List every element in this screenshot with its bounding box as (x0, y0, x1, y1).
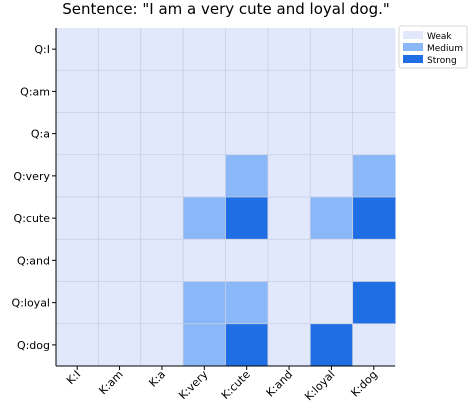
heatmap-cell (225, 197, 269, 240)
heatmap-cells (56, 28, 396, 367)
heatmap-cell (267, 239, 311, 282)
y-tick-label: Q:loyal (12, 297, 50, 310)
x-tick-label: K:loyal (302, 368, 337, 403)
heatmap-cell (98, 239, 142, 282)
heatmap-cell (140, 154, 184, 198)
heatmap-cell (183, 323, 226, 367)
axes (55, 28, 395, 367)
heatmap-cell (352, 281, 396, 325)
heatmap-cell (98, 197, 142, 240)
heatmap-cell (98, 28, 142, 71)
heatmap-cell (267, 281, 311, 325)
heatmap-cell (183, 154, 226, 198)
heatmap-cell (225, 112, 269, 156)
x-tick-labels: K:I K:am K:a K:very K:cute K:and K:loyal K:dog (64, 366, 380, 403)
heatmap-cell (310, 323, 354, 367)
heatmap-cell (140, 197, 184, 240)
heatmap-cell (267, 154, 311, 198)
legend-swatch (403, 43, 423, 51)
heatmap-cell (310, 281, 354, 325)
x-tick-label: K:cute (219, 368, 253, 402)
heatmap-cell (183, 239, 226, 282)
heatmap-cell (56, 28, 99, 71)
heatmap-cell (98, 112, 142, 156)
heatmap-cell (352, 70, 396, 113)
heatmap-cell (183, 28, 226, 71)
heatmap-cell (140, 112, 184, 156)
heatmap-cell (225, 323, 269, 367)
y-tick-label: Q:cute (14, 212, 51, 225)
x-tick-label: K:a (146, 368, 168, 390)
heatmap-cell (140, 239, 184, 282)
heatmap-cell (267, 28, 311, 71)
heatmap-cell (56, 281, 99, 325)
legend-swatch (403, 31, 423, 39)
heatmap-cell (56, 70, 99, 113)
legend-label: Medium (427, 44, 463, 54)
legend-label: Strong (427, 56, 457, 66)
heatmap-cell (310, 112, 354, 156)
legend-label: Weak (427, 32, 452, 42)
heatmap-cell (56, 239, 99, 282)
heatmap-cell (267, 112, 311, 156)
heatmap-cell (310, 28, 354, 71)
x-tick-label: K:and (264, 368, 296, 400)
heatmap-cell (267, 197, 311, 240)
heatmap-cell (352, 112, 396, 156)
heatmap-cell (183, 281, 226, 325)
y-tick-label: Q:I (34, 43, 50, 56)
chart-title: Sentence: "I am a very cute and loyal do… (62, 0, 390, 18)
heatmap-cell (98, 323, 142, 367)
heatmap-cell (310, 70, 354, 113)
heatmap-cell (98, 154, 142, 198)
x-tick-label: K:I (64, 368, 83, 387)
heatmap-cell (267, 323, 311, 367)
x-tick-label: K:very (176, 368, 210, 402)
y-tick-label: Q:dog (17, 339, 50, 352)
heatmap-cell (310, 197, 354, 240)
x-tick-label: K:am (96, 368, 125, 397)
heatmap-cell (140, 323, 184, 367)
heatmap-cell (56, 197, 99, 240)
heatmap-cell (225, 239, 269, 282)
y-tick-label: Q:am (20, 85, 50, 98)
heatmap-cell (352, 28, 396, 71)
heatmap-cell (352, 197, 396, 240)
heatmap-cell (310, 154, 354, 198)
heatmap-cell (225, 28, 269, 71)
y-tick-label: Q:a (31, 128, 50, 141)
heatmap-cell (267, 70, 311, 113)
heatmap-cell (225, 281, 269, 325)
heatmap-cell (225, 154, 269, 198)
y-tick-label: Q:and (17, 254, 50, 267)
heatmap-cell (140, 281, 184, 325)
heatmap-cell (98, 281, 142, 325)
heatmap-cell (352, 239, 396, 282)
heatmap-cell (225, 70, 269, 113)
heatmap-cell (183, 197, 226, 240)
legend-swatch (403, 55, 423, 63)
heatmap-cell (183, 70, 226, 113)
heatmap-cell (140, 70, 184, 113)
y-tick-labels: Q:I Q:am Q:a Q:very Q:cute Q:and Q:loyal Q:dog (12, 43, 56, 352)
heatmap-cell (310, 239, 354, 282)
heatmap-cell (56, 112, 99, 156)
heatmap-cell (98, 70, 142, 113)
heatmap-cell (56, 154, 99, 198)
heatmap-cell (56, 323, 99, 367)
gridlines (56, 28, 395, 366)
legend: Weak Medium Strong (398, 25, 468, 69)
x-tick-label: K:dog (348, 368, 380, 400)
heatmap-cell (140, 28, 184, 71)
y-tick-label: Q:very (13, 170, 50, 183)
heatmap-cell (183, 112, 226, 156)
heatmap-cell (352, 323, 396, 367)
heatmap-cell (352, 154, 396, 198)
